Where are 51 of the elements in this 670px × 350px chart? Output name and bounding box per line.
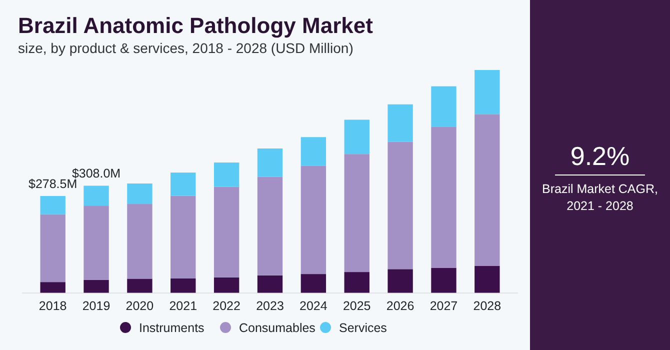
bar — [127, 278, 152, 293]
x-tick-label: 2018 — [38, 299, 67, 313]
bar — [388, 269, 413, 293]
bar — [300, 166, 326, 274]
bar — [344, 154, 370, 272]
bar — [474, 266, 500, 293]
legend-label: Services — [339, 321, 387, 335]
bar — [431, 268, 456, 293]
bar — [214, 162, 240, 187]
bar — [214, 277, 240, 293]
bar — [474, 114, 500, 266]
bar — [474, 70, 500, 114]
bar — [170, 278, 196, 293]
bar — [257, 176, 283, 276]
bar — [40, 214, 66, 282]
bar — [40, 282, 66, 293]
bar — [344, 272, 370, 293]
bar — [170, 196, 196, 279]
bar — [431, 86, 456, 127]
bar — [84, 186, 109, 206]
x-tick-label: 2026 — [386, 299, 414, 313]
x-tick-label: 2024 — [300, 299, 328, 313]
chart-subtitle: size, by product & services, 2018 - 2028 (USD Million) — [18, 40, 354, 56]
bar — [431, 126, 456, 268]
x-tick-label: 2023 — [256, 299, 284, 313]
x-tick-label: 2019 — [82, 299, 110, 313]
bar — [300, 137, 326, 166]
x-tick-label: 2022 — [212, 299, 241, 313]
x-tick-label: 2021 — [169, 299, 198, 313]
bar — [127, 204, 152, 279]
bar — [300, 274, 326, 293]
x-tick-label: 2025 — [342, 299, 371, 313]
bar — [40, 196, 66, 214]
bar — [257, 275, 283, 293]
x-tick-label: 2020 — [126, 299, 154, 313]
x-tick-label: 2027 — [430, 299, 458, 313]
chart-title: Brazil Anatomic Pathology Market — [18, 13, 374, 38]
text: 9.2% — [570, 141, 630, 171]
bar — [388, 142, 413, 270]
bar — [257, 148, 283, 177]
bar — [344, 120, 370, 154]
legend-label: Consumables — [239, 321, 316, 335]
bar — [127, 184, 152, 204]
bar — [214, 186, 240, 278]
text: Brazil Market CAGR, 2021 - 2028 — [542, 182, 658, 213]
legend-label: Instruments — [139, 321, 204, 335]
x-tick-label: 2028 — [473, 299, 502, 313]
bar — [170, 172, 196, 196]
bar — [84, 280, 109, 293]
bar — [84, 206, 109, 280]
bar — [388, 104, 413, 142]
